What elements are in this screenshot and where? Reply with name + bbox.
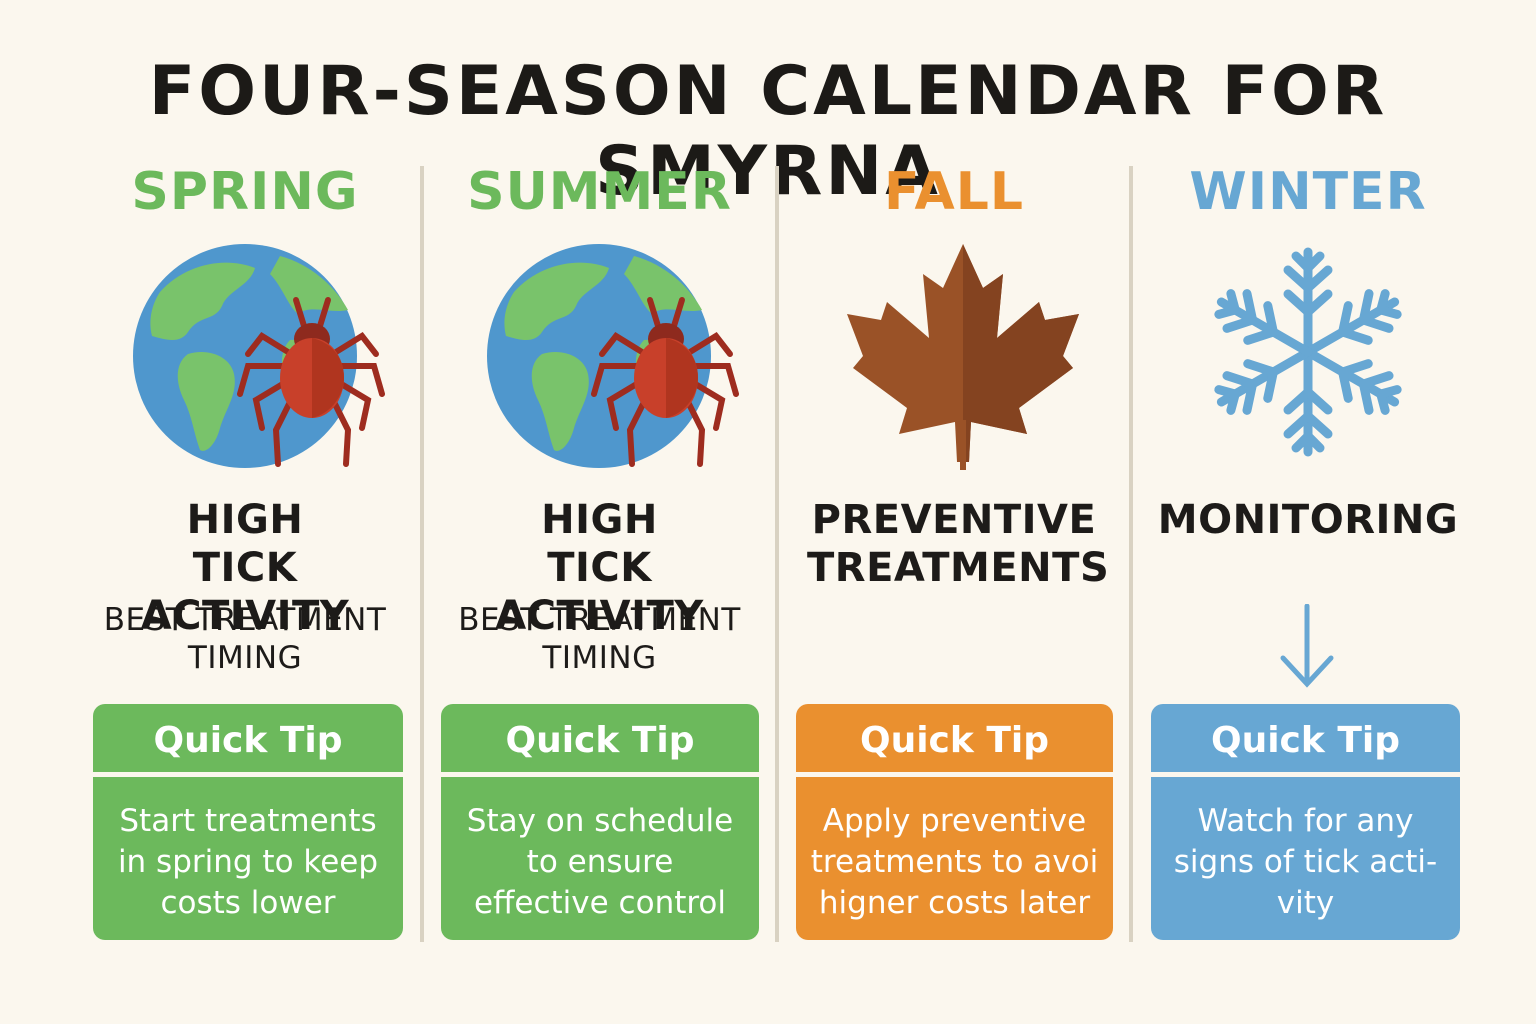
quick-tip-title: Quick Tip [505,720,695,761]
arrow-down-icon [1279,603,1335,692]
quick-tip-title: Quick Tip [1210,720,1401,761]
season-column-fall: FALL PREVENTIVE TREATMENTS [779,0,1129,1024]
quick-tip-card-fall: Quick Tip Apply preventive treatments to… [796,704,1113,940]
season-title: WINTER [1189,162,1427,222]
season-column-spring: SPRING HIGH TICK ACTIV [70,0,420,1024]
maple-leaf-icon [847,244,1087,476]
season-heading: PREVENTIVE TREATMENTS [807,497,1110,591]
quick-tip-card-spring: Quick Tip Start treatments in spring to … [93,704,403,940]
column-divider [1129,166,1133,942]
quick-tip-text: Apply preventive treatments to avoi hign… [810,803,1099,921]
page-title: FOUR-SEASON CALENDAR FOR SMYRNA [148,52,1388,211]
quick-tip-card-summer: Quick Tip Stay on schedule to ensure eff… [441,704,759,940]
quick-tip-card-winter: Quick Tip Watch for any signs of tick ac… [1151,704,1460,940]
column-divider [775,166,779,942]
season-title: SUMMER [467,162,732,222]
quick-tip-separator [796,772,1113,777]
season-heading: HIGH TICK ACTIVITY [495,497,704,639]
season-subheading: BEST TREATMENT TIMING [458,602,741,676]
quick-tip-text: Stay on schedule to ensure effective con… [466,803,734,921]
season-column-summer: SUMMER HIGH TICK ACTIV [424,0,775,1024]
quick-tip-title: Quick Tip [859,720,1050,761]
column-divider [420,166,424,942]
season-column-winter: WINTER [1133,0,1483,1024]
snowflake-icon [1213,246,1403,458]
quick-tip-separator [93,772,403,777]
season-subheading: BEST TREATMENT TIMING [103,602,387,676]
quick-tip-text: Watch for any signs of tick acti-vity [1173,803,1438,921]
season-title: FALL [883,162,1025,222]
quick-tip-separator [441,772,759,777]
globe-with-tick-icon [130,244,390,476]
quick-tip-text: Start treatments in spring to keep costs… [117,803,379,921]
globe-with-tick-icon [484,244,744,476]
season-title: SPRING [131,162,359,222]
season-heading: MONITORING [1157,497,1459,543]
quick-tip-separator [1151,772,1460,777]
season-heading: HIGH TICK ACTIVITY [140,497,350,639]
quick-tip-title: Quick Tip [153,720,343,761]
